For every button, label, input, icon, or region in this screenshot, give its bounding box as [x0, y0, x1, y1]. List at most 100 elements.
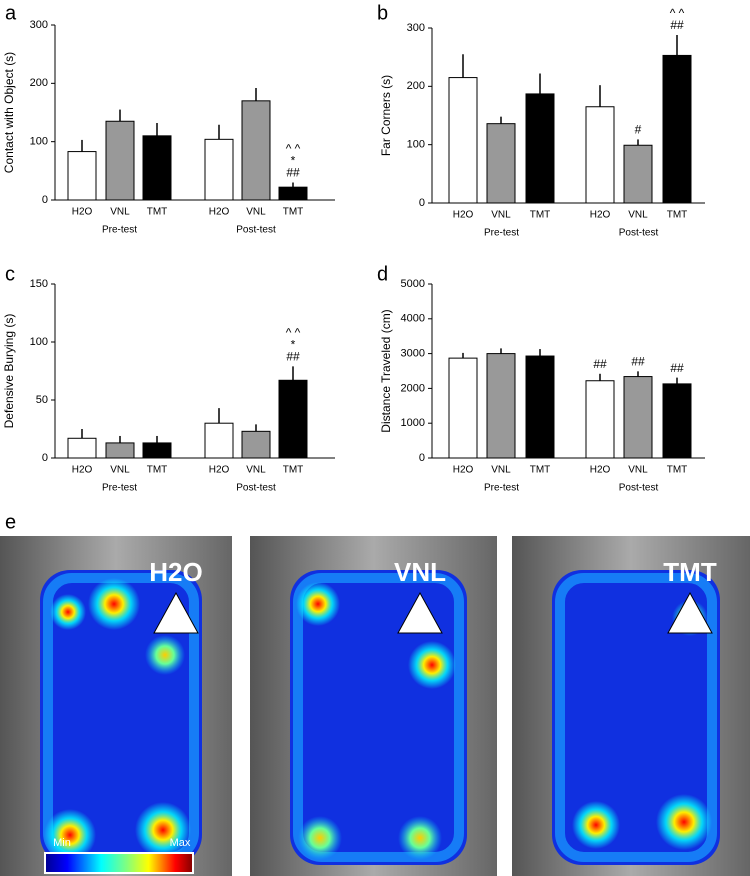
x-tick-label: VNL	[491, 210, 511, 221]
y-tick-label: 0	[419, 197, 425, 209]
y-tick-label: 100	[30, 136, 48, 148]
x-tick-label: TMT	[147, 207, 168, 218]
y-tick-label: 0	[42, 452, 48, 464]
x-tick-label: TMT	[147, 465, 168, 476]
significance-mark: ##	[670, 18, 684, 32]
group-label: Post-test	[236, 225, 276, 236]
heatmap-hotspot	[298, 816, 342, 860]
bar	[105, 120, 135, 201]
significance-mark: ##	[631, 355, 645, 369]
heatmap-hotspot	[656, 794, 712, 850]
y-axis-label: Contact with Object (s)	[2, 52, 16, 173]
y-tick-label: 0	[42, 194, 48, 206]
bar	[486, 353, 516, 459]
x-tick-label: H2O	[590, 465, 611, 476]
heatmap-hotspot	[44, 809, 96, 861]
bar	[241, 100, 271, 201]
group-label: Pre-test	[484, 483, 519, 494]
image-label: H2O	[149, 557, 202, 587]
heatmap-hotspot	[408, 641, 456, 689]
bar	[204, 422, 234, 459]
y-tick-label: 4000	[401, 313, 425, 325]
x-tick-label: TMT	[283, 465, 304, 476]
heatmap-hotspot	[145, 635, 185, 675]
y-tick-label: 200	[407, 80, 425, 92]
colorbar-max: Max	[170, 837, 191, 849]
significance-mark: ##	[286, 350, 300, 364]
heatmap-field	[552, 570, 720, 865]
bar	[585, 106, 615, 204]
y-tick-label: 100	[30, 336, 48, 348]
bar	[662, 54, 692, 204]
heatmap-edge	[555, 573, 717, 862]
object-marker	[667, 591, 713, 634]
y-tick-label: 100	[407, 139, 425, 151]
significance-mark: ##	[593, 357, 607, 371]
bar	[278, 379, 308, 459]
y-tick-label: 5000	[401, 278, 425, 290]
colorbar-min: Min	[53, 837, 71, 849]
x-tick-label: VNL	[246, 207, 266, 218]
y-tick-label: 300	[407, 22, 425, 34]
bar	[662, 383, 692, 459]
heatmap-hotspot	[88, 578, 140, 630]
panel-label: d	[377, 263, 388, 285]
heatmap-edge	[293, 573, 464, 862]
x-tick-label: H2O	[209, 207, 230, 218]
x-tick-label: H2O	[72, 207, 93, 218]
x-tick-label: TMT	[530, 210, 551, 221]
y-axis-label: Distance Traveled (cm)	[379, 309, 393, 432]
group-label: Post-test	[236, 483, 276, 494]
y-tick-label: 150	[30, 278, 48, 290]
x-tick-label: TMT	[667, 465, 688, 476]
x-tick-label: VNL	[110, 465, 130, 476]
x-tick-label: VNL	[491, 465, 511, 476]
significance-mark: *	[291, 154, 296, 168]
significance-mark: ^ ^	[670, 6, 685, 20]
x-tick-label: H2O	[590, 210, 611, 221]
y-tick-label: 3000	[401, 348, 425, 360]
x-tick-label: VNL	[110, 207, 130, 218]
bar	[448, 77, 478, 204]
bar	[525, 355, 555, 459]
y-tick-label: 2000	[401, 382, 425, 394]
bar	[623, 376, 653, 459]
bar	[105, 442, 135, 459]
panel-label: b	[377, 2, 388, 24]
x-tick-label: TMT	[667, 210, 688, 221]
heatmap-hotspot	[135, 802, 191, 858]
bar	[142, 442, 172, 459]
panel-label: a	[5, 2, 17, 24]
bar	[67, 437, 97, 459]
bar	[278, 186, 308, 201]
significance-mark: ^ ^	[286, 326, 301, 340]
image-label: VNL	[394, 557, 446, 587]
image-label: TMT	[663, 557, 717, 587]
panel-label: e	[5, 511, 16, 533]
colorbar	[44, 852, 194, 874]
heatmap-hotspot	[296, 582, 340, 626]
y-axis-label: Far Corners (s)	[379, 75, 393, 156]
object-marker	[397, 591, 443, 634]
bar	[142, 135, 172, 201]
significance-mark: ^ ^	[286, 142, 301, 156]
x-tick-label: VNL	[628, 210, 648, 221]
x-tick-label: H2O	[453, 465, 474, 476]
panel-label: c	[5, 263, 15, 285]
group-label: Post-test	[619, 228, 659, 239]
y-tick-label: 0	[419, 452, 425, 464]
significance-mark: #	[635, 123, 642, 137]
group-label: Pre-test	[484, 228, 519, 239]
bar	[623, 144, 653, 204]
x-tick-label: TMT	[283, 207, 304, 218]
group-label: Pre-test	[102, 225, 137, 236]
bar	[204, 138, 234, 201]
heatmap-hotspot	[398, 816, 442, 860]
bar	[525, 93, 555, 204]
significance-mark: *	[291, 338, 296, 352]
y-tick-label: 300	[30, 19, 48, 31]
x-tick-label: TMT	[530, 465, 551, 476]
bar	[585, 380, 615, 459]
